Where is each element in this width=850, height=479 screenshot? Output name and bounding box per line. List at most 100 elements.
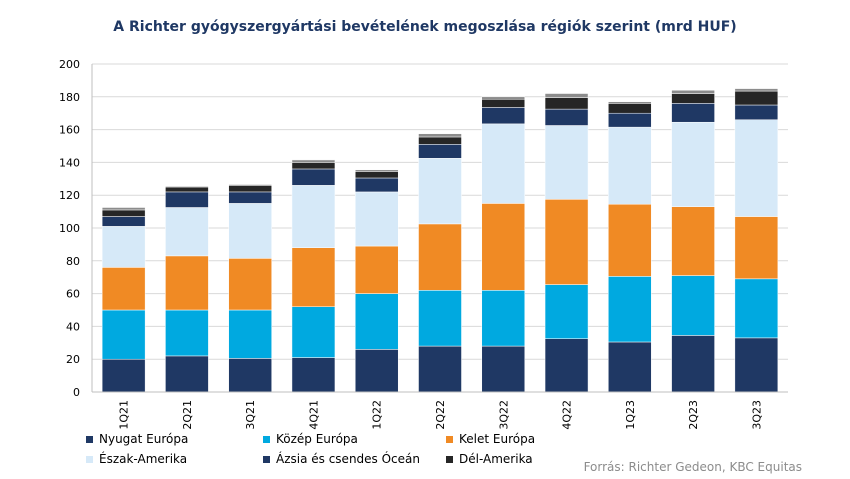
bar-segment: [544, 108, 589, 126]
bar-segment: [101, 267, 146, 311]
bar-segment: [734, 216, 779, 280]
legend-item-eszak-amerika: Észak-Amerika: [86, 452, 187, 466]
bar-segment: [608, 112, 652, 128]
bar-segment: [734, 119, 779, 217]
bar-segment: [291, 306, 336, 358]
y-tick-label: 160: [59, 124, 80, 137]
bar-segment: [228, 185, 272, 193]
bar-segment: [734, 88, 779, 92]
bar-segment: [734, 278, 779, 339]
bar-segment: [228, 203, 272, 259]
legend-swatch: [263, 435, 270, 443]
bar-segment: [291, 185, 336, 248]
y-tick-label: 20: [66, 353, 80, 366]
bar-segment: [608, 341, 652, 393]
bar-segment: [101, 309, 146, 360]
bar-segment: [481, 96, 526, 100]
x-tick-label: 2Q22: [434, 400, 447, 430]
y-tick-label: 200: [59, 58, 80, 71]
bar-segment: [291, 357, 336, 393]
bar-segment: [734, 90, 779, 106]
x-tick-label: 3Q22: [497, 400, 510, 430]
chart-title: A Richter gyógyszergyártási bevételének …: [113, 19, 737, 35]
bar-segment: [291, 162, 336, 170]
x-tick-label: 1Q21: [118, 400, 131, 430]
y-tick-label: 80: [66, 255, 80, 268]
bar-segment: [165, 255, 209, 311]
bar-segment: [165, 191, 209, 208]
x-tick-label: 3Q23: [750, 400, 763, 430]
x-tick-label: 1Q23: [624, 400, 637, 430]
source-note: Forrás: Richter Gedeon, KBC Equitas: [583, 460, 802, 474]
bar-segment: [228, 184, 272, 186]
bar-segment: [354, 191, 399, 247]
bar-segment: [481, 99, 526, 108]
bar-segment: [671, 121, 715, 207]
bar-segment: [671, 335, 715, 393]
bar-segment: [228, 191, 272, 204]
bar-segment: [165, 309, 209, 357]
bar-segment: [608, 203, 652, 277]
bar-segment: [354, 349, 399, 393]
bar-segment: [608, 101, 652, 104]
legend-swatch: [263, 455, 270, 463]
bar-segment: [481, 345, 526, 393]
bar-segment: [734, 337, 779, 393]
bar-segment: [354, 169, 399, 172]
bar-segment: [544, 93, 589, 98]
x-tick-label: 1Q22: [371, 400, 384, 430]
bar-segment: [608, 276, 652, 343]
y-tick-label: 40: [66, 320, 80, 333]
legend-item-azsia: Ázsia és csendes Óceán: [263, 452, 420, 466]
x-tick-label: 2Q23: [687, 400, 700, 430]
bar-segment: [101, 358, 146, 393]
y-tick-label: 0: [73, 386, 80, 399]
legend-item-nyugat-europa: Nyugat Európa: [86, 432, 188, 446]
legend-item-kozep-europa: Közép Európa: [263, 432, 358, 446]
y-tick-label: 60: [66, 288, 80, 301]
bar-segment: [165, 186, 209, 193]
bar-segment: [544, 338, 589, 393]
legend-swatch: [446, 435, 453, 443]
stacked-bar-chart: 0 20 40 60 80 100 120 140 160 180 200 1Q21 2Q21 3Q21…: [59, 58, 788, 430]
bar-segment: [418, 290, 462, 347]
bar-segment: [418, 345, 462, 393]
bar-segment: [481, 203, 526, 291]
bar-segment: [671, 275, 715, 336]
bar-segment: [671, 206, 715, 276]
legend-swatch: [446, 455, 453, 463]
x-tick-label: 4Q22: [561, 400, 574, 430]
bars: [101, 88, 779, 393]
bar-segment: [418, 136, 462, 145]
bar-segment: [228, 309, 272, 359]
bar-segment: [165, 207, 209, 257]
bar-segment: [228, 258, 272, 311]
bar-segment: [354, 245, 399, 294]
bar-segment: [418, 223, 462, 291]
bar-segment: [291, 247, 336, 307]
bar-segment: [544, 125, 589, 200]
bar-segment: [671, 89, 715, 94]
bar-segment: [608, 103, 652, 114]
bar-segment: [481, 107, 526, 125]
bar-segment: [734, 104, 779, 121]
bar-segment: [228, 358, 272, 393]
x-tick-label: 2Q21: [181, 400, 194, 430]
x-tick-label: 3Q21: [244, 400, 257, 430]
bar-segment: [608, 126, 652, 205]
legend-item-del-amerika: Dél-Amerika: [446, 452, 533, 466]
bar-segment: [101, 209, 146, 217]
bar-segment: [544, 199, 589, 285]
y-tick-label: 180: [59, 91, 80, 104]
bar-segment: [165, 185, 209, 188]
bar-segment: [418, 144, 462, 159]
bar-segment: [101, 216, 146, 227]
bar-segment: [354, 293, 399, 350]
bar-segment: [354, 177, 399, 193]
bar-segment: [544, 284, 589, 339]
bar-segment: [481, 290, 526, 347]
legend-item-kelet-europa: Kelet Európa: [446, 432, 535, 446]
bar-segment: [671, 93, 715, 104]
y-tick-label: 120: [59, 189, 80, 202]
legend-swatch: [86, 455, 93, 463]
